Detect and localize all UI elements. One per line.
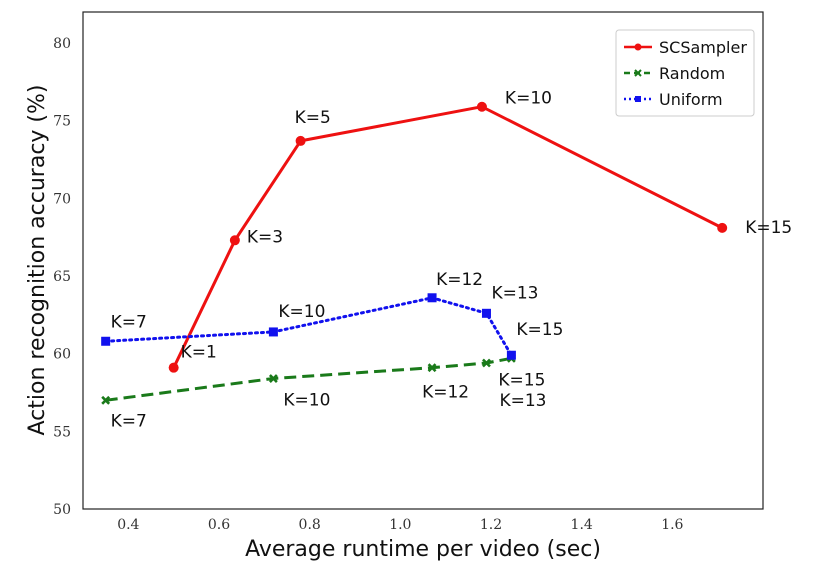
x-tick-label: 1.2 — [480, 517, 502, 533]
legend-label: Uniform — [659, 90, 723, 109]
data-point-marker — [476, 101, 487, 112]
legend-marker — [634, 69, 642, 77]
data-point-marker — [268, 327, 278, 337]
point-labels: K=1K=3K=5K=10K=15K=7K=10 K=12 K=13K=15K=7K… — [111, 89, 793, 432]
data-point-marker — [295, 135, 306, 146]
y-tick-label: 80 — [53, 36, 71, 52]
legend-marker — [635, 96, 641, 102]
data-point-marker — [506, 350, 516, 360]
data-label: K=10 — [283, 391, 330, 411]
y-tick-label: 55 — [53, 424, 71, 440]
legend-box — [615, 29, 755, 117]
data-point-marker — [101, 336, 111, 346]
x-tick-label: 1.6 — [661, 517, 683, 533]
x-tick-label: 0.4 — [117, 517, 139, 533]
data-label: K=12 — [422, 383, 469, 403]
data-label: K=7 — [111, 312, 147, 332]
plot-frame — [82, 11, 764, 510]
data-label: K=3 — [247, 227, 283, 247]
y-tick-label: 60 — [53, 347, 71, 363]
data-point-marker — [427, 363, 437, 373]
y-tick-label: 50 — [53, 502, 71, 518]
y-tick-label: 75 — [53, 114, 71, 130]
data-label: K=15 — [498, 370, 545, 390]
legend-marker — [634, 43, 642, 51]
data-label: K=15 — [745, 218, 792, 238]
data-label: K=7 — [111, 411, 147, 431]
data-point-marker — [482, 358, 491, 368]
data-point-marker — [481, 308, 491, 318]
data-point-marker — [717, 222, 728, 233]
x-tick-label: 0.6 — [208, 517, 230, 533]
data-label: K=5 — [295, 108, 331, 128]
y-axis-title: Action recognition accuracy (%) — [25, 84, 50, 435]
x-tick-label: 1.0 — [389, 517, 411, 533]
data-label: K=15 — [516, 320, 563, 340]
legend: SCSampler Random Uniform — [615, 29, 755, 117]
x-axis-title: Average runtime per video (sec) — [245, 537, 601, 562]
legend-label: Random — [659, 64, 725, 83]
data-label: K=1 — [181, 343, 217, 363]
data-point-marker — [268, 374, 278, 383]
data-point-marker — [101, 395, 111, 405]
data-point-marker — [168, 362, 179, 373]
y-tick-label: 70 — [53, 191, 71, 207]
data-label: K=12 — [436, 270, 483, 290]
x-tick-label: 0.8 — [299, 517, 321, 533]
data-label: K=13 — [491, 283, 538, 303]
data-point-marker — [427, 293, 437, 303]
data-label: K=10 — [505, 89, 552, 109]
data-markers — [101, 101, 728, 405]
data-label: K=10 — [278, 302, 325, 322]
data-label: K=13 — [499, 391, 546, 411]
y-tick-label: 65 — [53, 269, 71, 285]
x-tick-label: 1.4 — [571, 517, 593, 533]
data-point-marker — [229, 235, 240, 246]
axis-ticks: 0.4 0.6 0.8 1.0 1.2 1.4 1.6 50 55 60 65 70 75 80 — [53, 36, 683, 533]
legend-label: SCSampler — [659, 38, 747, 57]
